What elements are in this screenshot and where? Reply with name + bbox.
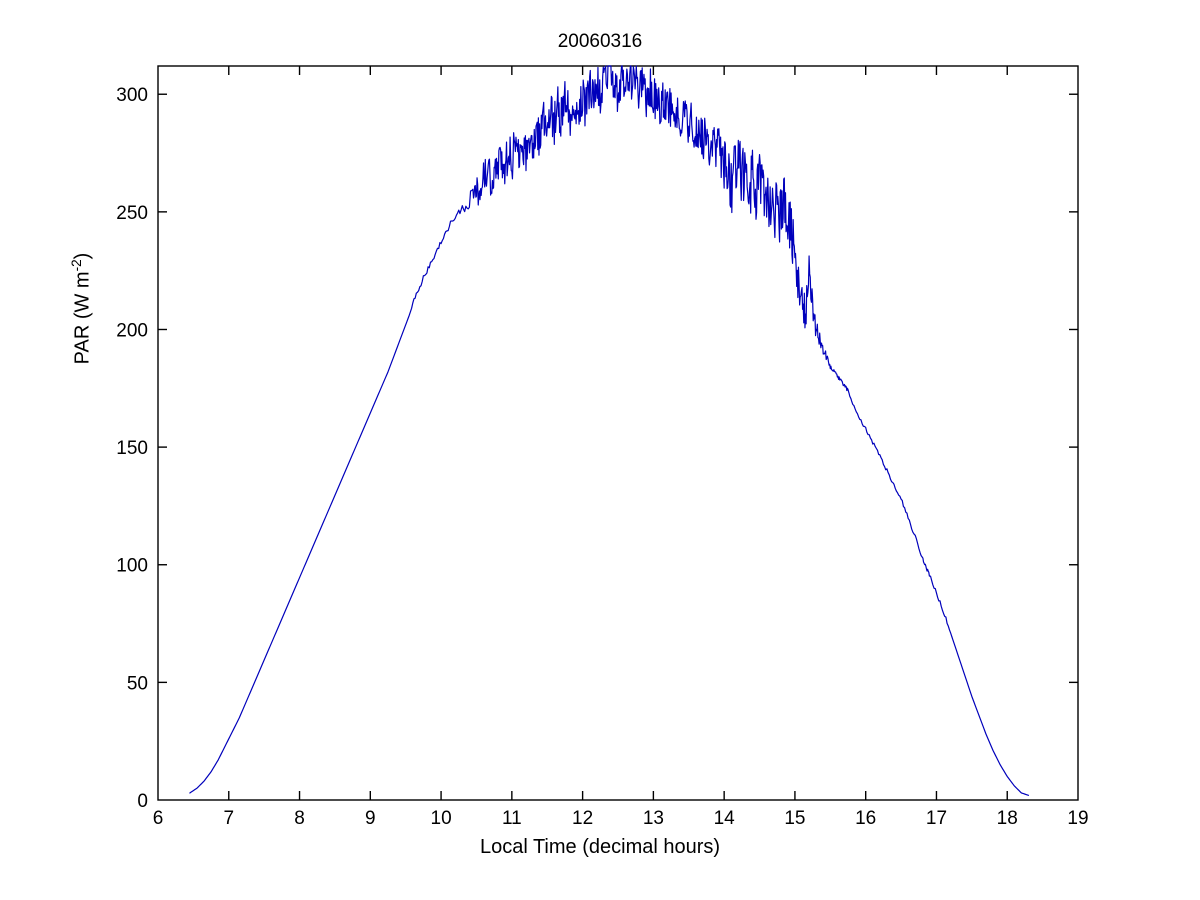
svg-text:11: 11 (502, 808, 522, 829)
svg-text:200: 200 (116, 320, 148, 341)
svg-text:150: 150 (116, 438, 148, 459)
svg-text:50: 50 (127, 673, 148, 694)
svg-text:6: 6 (153, 808, 164, 829)
x-axis-label: Local Time (decimal hours) (479, 836, 721, 858)
x-axis-tick-labels: 6 7 8 9 10 11 12 13 14 15 16 17 18 19 (153, 808, 1089, 829)
svg-text:10: 10 (431, 808, 452, 829)
y-axis-label-tail: ) (71, 252, 94, 260)
chart-title: 20060316 (557, 31, 643, 52)
svg-text:16: 16 (855, 808, 876, 829)
svg-text:15: 15 (784, 808, 805, 829)
y-axis-ticks (158, 93, 1078, 684)
svg-text:0: 0 (137, 791, 148, 812)
svg-text:250: 250 (116, 203, 148, 224)
svg-text:13: 13 (643, 808, 664, 829)
par-data-line (189, 65, 1030, 796)
svg-text:8: 8 (294, 808, 305, 829)
svg-text:12: 12 (572, 808, 593, 829)
svg-text:14: 14 (714, 808, 736, 829)
svg-text:9: 9 (365, 808, 376, 829)
svg-text:7: 7 (223, 808, 234, 829)
svg-text:17: 17 (926, 808, 947, 829)
plot-axes-box (157, 65, 1079, 801)
svg-text:300: 300 (116, 85, 148, 106)
y-axis-tick-labels: 0 50 100 150 200 250 300 (116, 85, 148, 812)
y-axis-label-exponent: -2 (68, 259, 84, 272)
svg-text:19: 19 (1067, 808, 1088, 829)
svg-text:18: 18 (997, 808, 1018, 829)
svg-text:100: 100 (116, 556, 148, 577)
y-axis-label-main: PAR (W m (71, 271, 94, 365)
x-axis-ticks (228, 66, 1008, 800)
y-axis-label: PAR (W m-2) (68, 184, 95, 434)
